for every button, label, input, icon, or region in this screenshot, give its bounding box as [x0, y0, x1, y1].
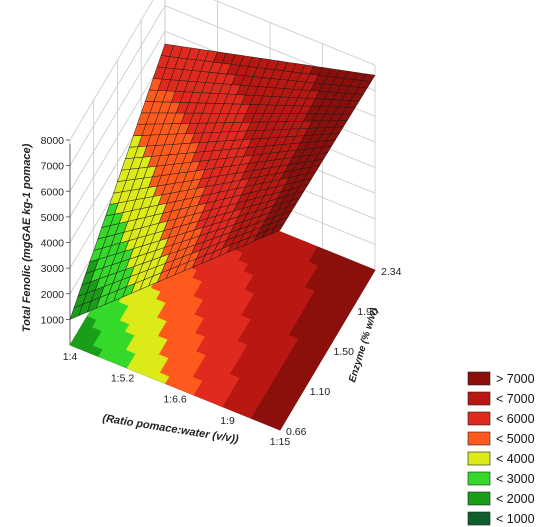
legend-label: > 7000 [496, 372, 535, 386]
axis-ticks: 1000 2000 3000 4000 5000 6000 7000 8000 1:4 1:5.2… [41, 135, 402, 448]
legend-label: < 2000 [496, 492, 535, 506]
z-tick-label: 1000 [41, 314, 65, 326]
x-tick-label: 1:4 [63, 351, 78, 363]
z-tick-label: 8000 [41, 135, 65, 147]
y-tick-label: 1.90 [357, 306, 378, 318]
legend-swatch [467, 491, 491, 506]
z-tick-label: 4000 [41, 238, 65, 250]
legend-label: < 4000 [496, 452, 535, 466]
legend-swatch [467, 471, 491, 486]
surface-cell [270, 223, 285, 235]
legend-swatch [467, 411, 491, 426]
legend-label: < 6000 [496, 412, 535, 426]
legend-swatch [467, 511, 491, 526]
z-tick-label: 7000 [41, 161, 65, 173]
x-tick-label: 1:15 [270, 436, 291, 448]
legend-label: < 1000 [496, 512, 535, 526]
y-tick-label: 1.10 [310, 386, 331, 398]
z-tick-label: 5000 [41, 212, 65, 224]
x-tick-label: 1:6.6 [163, 394, 187, 406]
legend-label: < 3000 [496, 472, 535, 486]
x-tick-label: 1:9 [220, 415, 235, 427]
legend-swatch [467, 391, 491, 406]
legend-label: < 7000 [496, 392, 535, 406]
x-tick-label: 1:5.2 [111, 372, 135, 384]
legend-swatch [467, 451, 491, 466]
response-surface [69, 43, 376, 320]
legend-label: < 5000 [496, 432, 535, 446]
floor-cell [360, 265, 376, 278]
legend-swatch [467, 431, 491, 446]
y-tick-label: 1.50 [334, 346, 355, 358]
y-tick-label: 2.34 [381, 266, 402, 278]
z-tick-label: 2000 [41, 289, 65, 301]
z-axis-title: Total Fenolic (mgGAE kg-1 pomace) [21, 143, 33, 332]
z-tick-label: 3000 [41, 263, 65, 275]
y-tick-label: 0.66 [286, 426, 307, 438]
legend-swatch [467, 371, 491, 386]
legend: > 7000 < 7000 < 6000 < 5000 < 4000 < 3000 < 20… [467, 371, 535, 526]
z-tick-label: 6000 [41, 186, 65, 198]
x-axis-title: (Ratio pomace:water (v/v)) [102, 412, 240, 445]
